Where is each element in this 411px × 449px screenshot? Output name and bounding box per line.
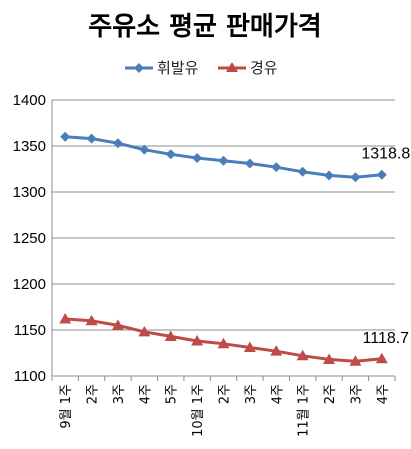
data-point [323,353,336,364]
data-point [324,170,335,181]
data-point [217,337,230,349]
data-point [111,319,124,330]
x-tick-label: 3주 [349,384,364,404]
data-labels: 1318.8 1118.7 [361,146,410,347]
data-point [350,172,361,183]
data-point [376,169,387,180]
x-tick-label: 10월 1주 [191,384,206,437]
x-tick-label: 11월 1주 [297,384,312,437]
x-tick-label: 4주 [376,384,391,404]
x-tick-label: 3주 [244,384,259,404]
chart-title: 주유소 평균 판매가격 [88,12,321,42]
gridlines [52,99,395,331]
legend-label-gasoline: 휘발유 [157,59,199,77]
axis-lines [51,100,396,381]
x-tick-label: 3주 [112,384,127,404]
data-point [243,341,256,352]
data-label: 1118.7 [363,330,410,347]
x-tick-label: 2주 [86,384,101,404]
data-point [271,162,282,173]
data-point [164,330,177,341]
x-tick-label: 4주 [138,384,153,404]
data-point [112,138,123,149]
data-point [244,158,255,169]
data-point [192,152,203,163]
x-tick-label: 5주 [165,384,180,404]
x-axis-ticks: 9월 1주 2주 3주 4주 5주 10월 1주 2주 3주 4주 11월 1주 2주 3주 4주 [59,384,391,437]
data-point [138,325,151,337]
y-tick-label: 1350 [13,138,46,155]
data-point [270,345,283,356]
x-tick-label: 9월 1주 [59,384,74,429]
y-tick-label: 1200 [13,276,46,293]
legend-marker-diesel [226,62,238,72]
data-point [191,335,204,346]
data-point [349,355,362,366]
data-label: 1318.8 [361,146,410,163]
data-point [59,312,72,324]
legend-label-diesel: 경유 [250,59,278,77]
data-point [85,314,98,326]
legend-marker-gasoline [134,63,144,73]
legend: 휘발유 경유 [125,59,278,77]
data-point [218,155,229,166]
y-tick-label: 1300 [13,184,46,201]
data-point [165,149,176,160]
x-tick-label: 2주 [218,384,233,404]
data-point [296,349,309,361]
y-tick-label: 1250 [13,230,46,247]
x-tick-label: 2주 [323,384,338,404]
data-point [86,133,97,144]
y-tick-label: 1150 [14,322,46,339]
data-point [375,352,388,364]
data-point [297,166,308,177]
series-group [59,131,388,366]
x-tick-label: 4주 [270,384,285,404]
data-point [60,131,71,142]
y-tick-label: 1400 [13,92,46,109]
data-point [139,144,150,155]
y-axis-ticks: 1400 1350 1300 1250 1200 1150 1100 [13,92,46,385]
y-tick-label: 1100 [14,368,46,385]
